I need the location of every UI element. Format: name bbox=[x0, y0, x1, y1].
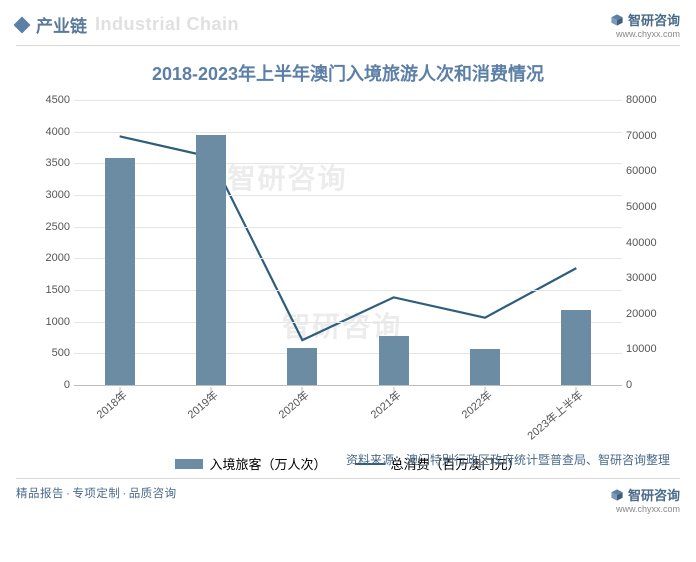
x-label: 2022年 bbox=[458, 387, 495, 422]
cube-icon bbox=[610, 488, 624, 502]
bar bbox=[561, 310, 591, 385]
line-svg bbox=[74, 100, 622, 385]
footer-t1: 精品报告 bbox=[16, 488, 64, 500]
y-left-label: 4500 bbox=[30, 94, 70, 106]
grid-line bbox=[74, 353, 622, 354]
y-right-label: 70000 bbox=[626, 130, 676, 142]
line-series bbox=[120, 136, 577, 340]
x-label: 2023年上半年 bbox=[524, 387, 587, 443]
grid-line bbox=[74, 290, 622, 291]
grid-line bbox=[74, 227, 622, 228]
bar bbox=[470, 349, 500, 385]
footer: 精品报告·专项定制·品质咨询 智研咨询 www.chyxx.com bbox=[16, 478, 680, 514]
y-left-label: 500 bbox=[30, 347, 70, 359]
y-right-label: 40000 bbox=[626, 237, 676, 249]
grid-line bbox=[74, 258, 622, 259]
x-label: 2020年 bbox=[275, 387, 312, 422]
dot-icon: · bbox=[66, 488, 70, 500]
footer-t2: 专项定制 bbox=[72, 488, 120, 500]
grid-line bbox=[74, 163, 622, 164]
cube-icon bbox=[610, 13, 624, 27]
footer-logo: 智研咨询 www.chyxx.com bbox=[610, 485, 680, 514]
y-left-label: 1000 bbox=[30, 316, 70, 328]
y-right-label: 80000 bbox=[626, 94, 676, 106]
header: 产业链 Industrial Chain 智研咨询 www.chyxx.com bbox=[0, 0, 696, 45]
y-right-label: 0 bbox=[626, 379, 676, 391]
footer-left: 精品报告·专项定制·品质咨询 bbox=[16, 485, 177, 501]
legend-bar-icon bbox=[175, 459, 203, 469]
divider bbox=[16, 45, 680, 46]
logo-text: 智研咨询 bbox=[628, 10, 680, 29]
y-right-label: 30000 bbox=[626, 272, 676, 284]
source-wrap: 资料来源：澳门特别行政区政府统计暨普查局、智研咨询整理 bbox=[0, 451, 696, 468]
grid-line bbox=[74, 132, 622, 133]
diamond-icon bbox=[14, 16, 31, 33]
logo-row: 智研咨询 bbox=[610, 10, 680, 29]
y-right-label: 50000 bbox=[626, 201, 676, 213]
chart-area: 智研咨询 智研咨询 050010001500200025003000350040… bbox=[30, 92, 672, 442]
footer-t3: 品质咨询 bbox=[129, 488, 177, 500]
footer-logo-url: www.chyxx.com bbox=[616, 504, 680, 514]
grid-line bbox=[74, 100, 622, 101]
bar bbox=[379, 336, 409, 385]
y-right-label: 20000 bbox=[626, 308, 676, 320]
y-left-label: 0 bbox=[30, 379, 70, 391]
grid-line bbox=[74, 195, 622, 196]
plot: 智研咨询 智研咨询 050010001500200025003000350040… bbox=[74, 100, 622, 386]
bar bbox=[105, 158, 135, 385]
y-left-label: 3000 bbox=[30, 189, 70, 201]
bar bbox=[196, 135, 226, 385]
y-right-label: 60000 bbox=[626, 165, 676, 177]
y-left-label: 2500 bbox=[30, 221, 70, 233]
y-left-label: 3500 bbox=[30, 157, 70, 169]
x-label: 2018年 bbox=[92, 387, 129, 422]
section-label: 产业链 bbox=[36, 12, 87, 37]
header-left: 产业链 Industrial Chain bbox=[16, 12, 239, 37]
logo-area: 智研咨询 www.chyxx.com bbox=[610, 10, 680, 39]
bar bbox=[287, 348, 317, 385]
dot-icon: · bbox=[122, 488, 126, 500]
x-label: 2019年 bbox=[184, 387, 221, 422]
y-right-label: 10000 bbox=[626, 343, 676, 355]
y-left-label: 4000 bbox=[30, 126, 70, 138]
legend-bar-label: 入境旅客（万人次） bbox=[209, 454, 326, 473]
footer-logo-text: 智研咨询 bbox=[628, 485, 680, 504]
watermark-top: Industrial Chain bbox=[95, 14, 239, 35]
logo-url: www.chyxx.com bbox=[616, 29, 680, 39]
source-text: 资料来源：澳门特别行政区政府统计暨普查局、智研咨询整理 bbox=[0, 451, 670, 468]
y-left-label: 1500 bbox=[30, 284, 70, 296]
footer-logo-row: 智研咨询 bbox=[610, 485, 680, 504]
y-left-label: 2000 bbox=[30, 252, 70, 264]
legend-bar: 入境旅客（万人次） bbox=[175, 454, 326, 473]
x-label: 2021年 bbox=[366, 387, 403, 422]
grid-line bbox=[74, 322, 622, 323]
chart-title: 2018-2023年上半年澳门入境旅游人次和消费情况 bbox=[0, 60, 696, 86]
